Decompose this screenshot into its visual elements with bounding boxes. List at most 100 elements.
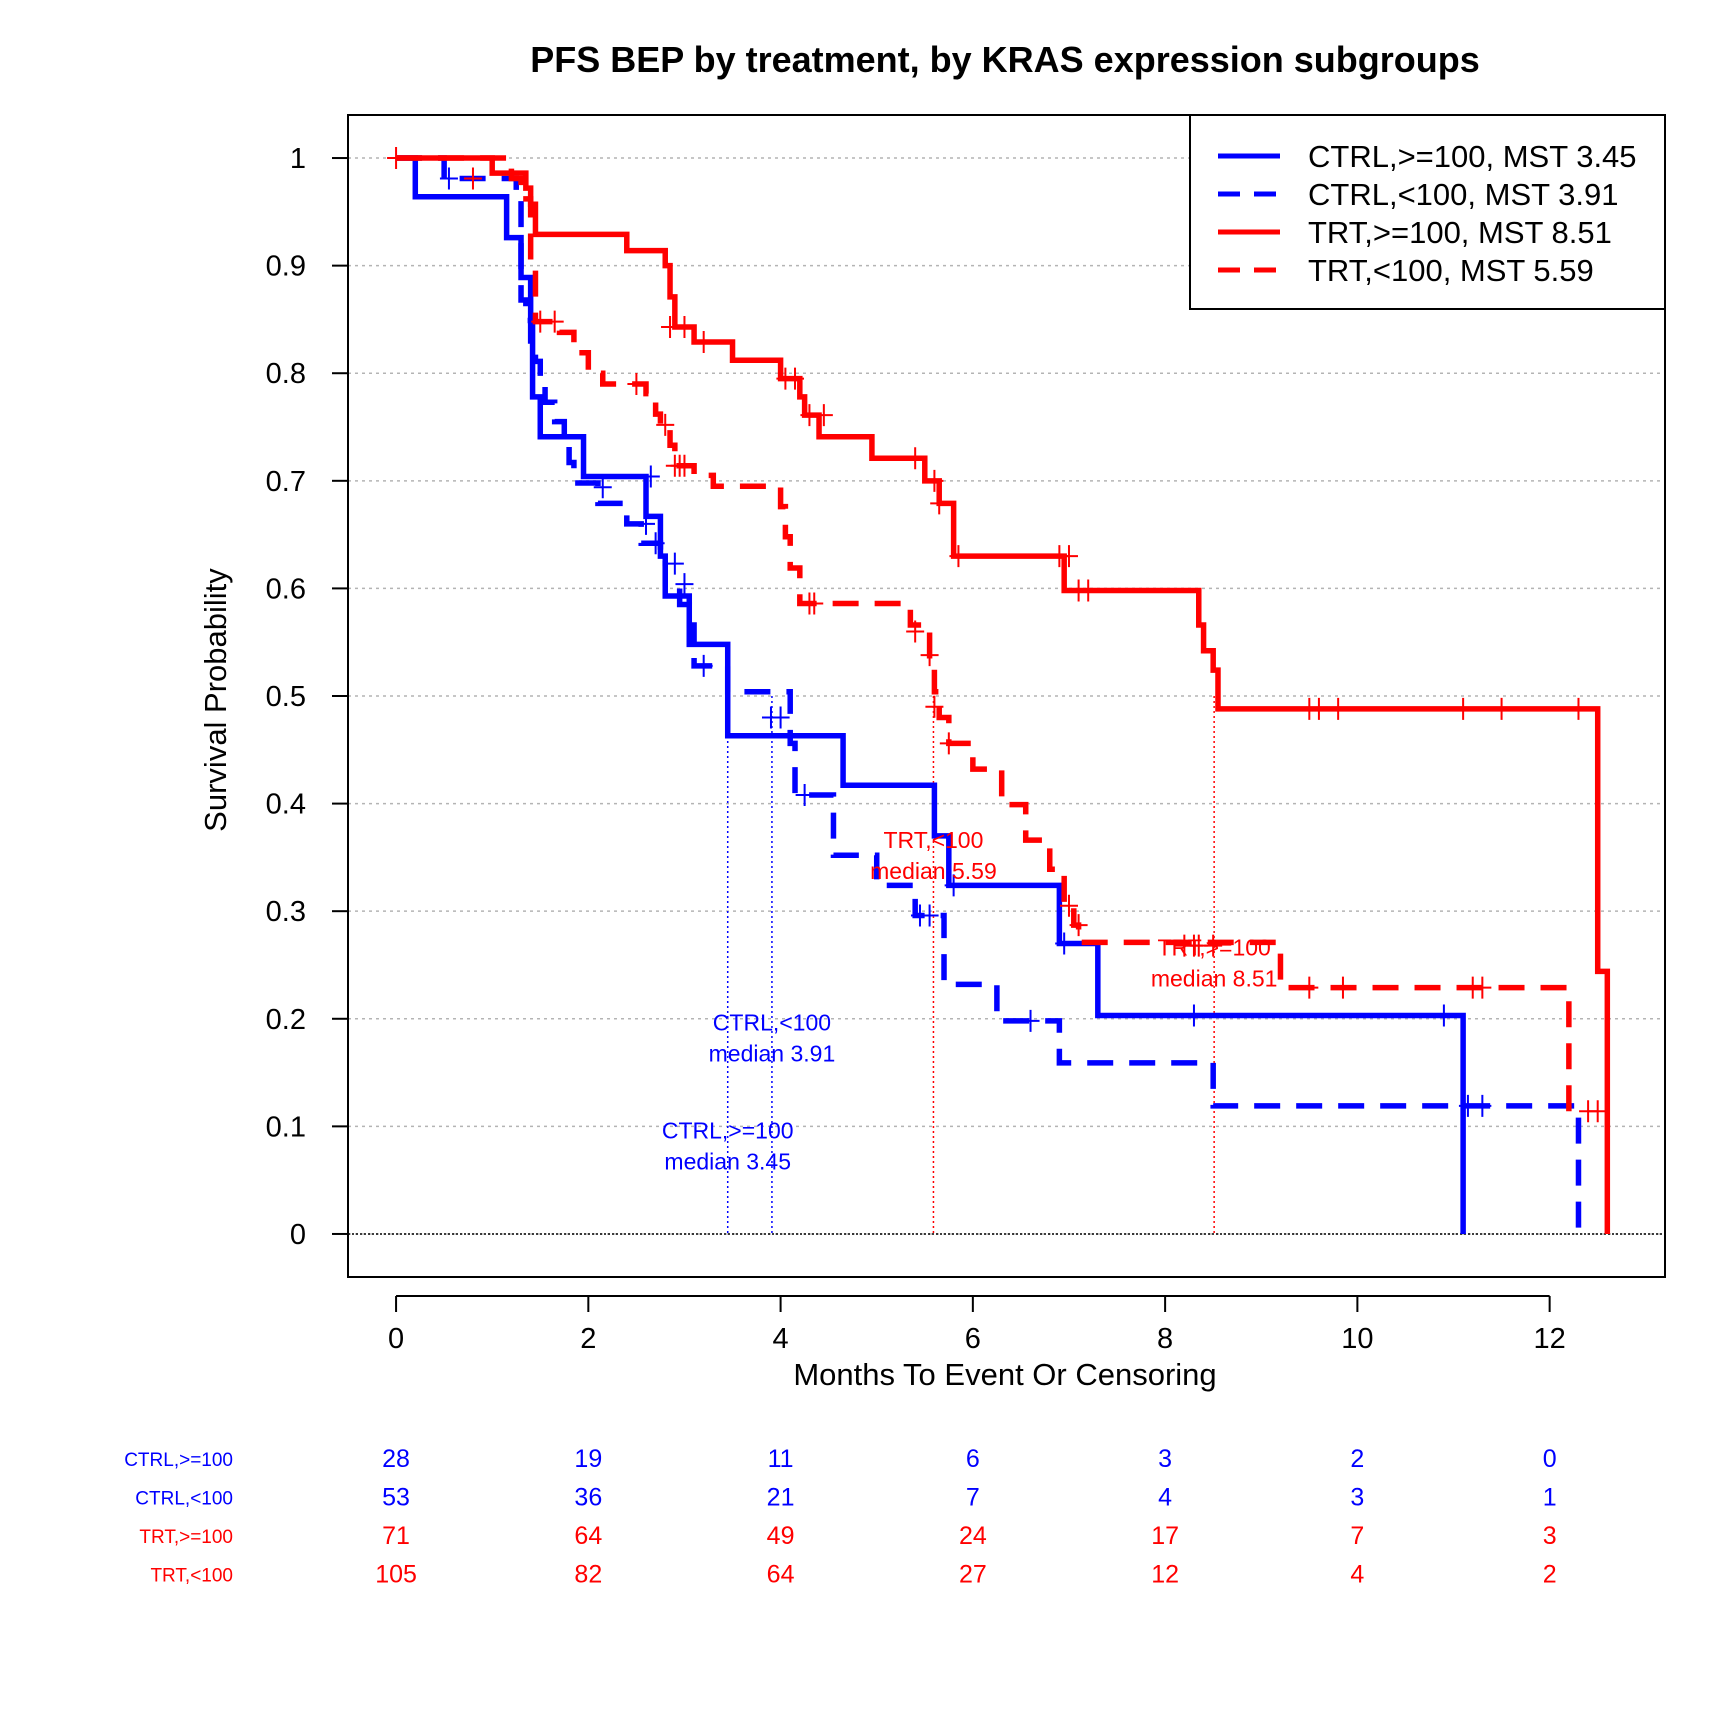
censor-mark — [1184, 1004, 1203, 1027]
censor-mark — [814, 404, 833, 427]
risk-row-label: CTRL,>=100 — [124, 1450, 233, 1471]
x-tick-label: 6 — [965, 1323, 981, 1355]
x-tick-label: 10 — [1341, 1323, 1373, 1355]
censor-mark — [786, 367, 805, 390]
risk-count: 36 — [574, 1484, 602, 1512]
censor-mark — [1473, 1094, 1492, 1117]
censor-mark — [641, 465, 660, 488]
censor-mark — [1069, 914, 1088, 937]
x-tick-label: 0 — [388, 1323, 404, 1355]
censor-mark — [646, 532, 665, 555]
censor-mark — [771, 706, 790, 729]
censor-mark — [1021, 1009, 1040, 1032]
risk-count: 3 — [1158, 1445, 1172, 1473]
risk-count: 64 — [767, 1561, 795, 1589]
censor-mark — [675, 315, 694, 338]
y-tick-label: 0.6 — [266, 573, 306, 605]
risk-count: 105 — [375, 1561, 417, 1589]
y-tick-label: 1 — [290, 143, 306, 175]
risk-count: 1 — [1543, 1484, 1557, 1512]
risk-count: 64 — [574, 1522, 602, 1550]
legend-box — [1189, 114, 1666, 310]
risk-count: 28 — [382, 1445, 410, 1473]
median-label: median 5.59 — [870, 858, 997, 884]
censor-mark — [1059, 894, 1078, 917]
censor-mark — [1569, 697, 1588, 720]
censor-mark — [906, 620, 925, 643]
risk-row-label: TRT,<100 — [150, 1566, 233, 1587]
risk-row-label: CTRL,<100 — [135, 1489, 233, 1510]
censor-mark — [665, 552, 684, 575]
risk-count: 82 — [574, 1561, 602, 1589]
y-tick-label: 0 — [290, 1219, 306, 1251]
y-axis-label: Survival Probability — [198, 568, 233, 832]
risk-count: 53 — [382, 1484, 410, 1512]
censor-mark — [949, 545, 968, 568]
y-tick-label: 0.5 — [266, 681, 306, 713]
median-label: median 8.51 — [1151, 965, 1278, 991]
censor-mark — [795, 783, 814, 806]
risk-count: 3 — [1543, 1522, 1557, 1550]
censor-mark — [694, 331, 713, 354]
risk-count: 7 — [966, 1484, 980, 1512]
censor-mark — [805, 592, 824, 615]
censor-mark — [1055, 932, 1074, 955]
legend-entry: CTRL,<100, MST 3.91 — [1308, 177, 1618, 212]
censor-mark — [637, 512, 656, 535]
median-label: TRT,>=100 — [1157, 934, 1270, 960]
risk-count: 7 — [1350, 1522, 1364, 1550]
x-tick-label: 4 — [773, 1323, 789, 1355]
risk-count: 11 — [768, 1445, 794, 1473]
censor-mark — [1309, 697, 1328, 720]
risk-count: 21 — [767, 1484, 795, 1512]
median-label: median 3.45 — [664, 1148, 791, 1174]
censor-mark — [944, 874, 963, 897]
risk-count: 24 — [959, 1522, 987, 1550]
risk-count: 19 — [574, 1445, 602, 1473]
censor-mark — [1204, 934, 1223, 957]
risk-count: 4 — [1158, 1484, 1172, 1512]
censor-mark — [920, 904, 939, 927]
survival-curve-2 — [396, 155, 1611, 1234]
legend-entry: CTRL,>=100, MST 3.45 — [1308, 139, 1637, 174]
median-label: CTRL,>=100 — [662, 1117, 794, 1143]
censor-mark — [463, 167, 482, 190]
y-tick-label: 0.2 — [266, 1004, 306, 1036]
y-tick-label: 0.4 — [266, 789, 306, 821]
risk-row-label: TRT,>=100 — [139, 1527, 233, 1548]
censor-mark — [1329, 697, 1348, 720]
censor-mark — [593, 476, 612, 499]
chart-title: PFS BEP by treatment, by KRAS expression… — [530, 39, 1480, 80]
risk-count: 71 — [382, 1522, 410, 1550]
y-tick-label: 0.1 — [266, 1111, 306, 1143]
risk-count: 0 — [1543, 1445, 1557, 1473]
censor-mark — [545, 310, 564, 333]
censor-mark — [1300, 976, 1319, 999]
y-tick-label: 0.7 — [266, 466, 306, 498]
censor-mark — [925, 469, 944, 492]
y-tick-label: 0.3 — [266, 896, 306, 928]
median-label: median 3.91 — [709, 1041, 836, 1067]
risk-count: 3 — [1350, 1484, 1364, 1512]
median-label: TRT,<100 — [883, 827, 983, 853]
censor-mark — [627, 372, 646, 395]
survival-curve-3 — [396, 155, 1572, 1112]
y-tick-label: 0.8 — [266, 358, 306, 390]
censor-mark — [920, 644, 939, 667]
x-tick-label: 2 — [580, 1323, 596, 1355]
censor-mark — [1079, 579, 1098, 602]
risk-count: 2 — [1350, 1445, 1364, 1473]
legend-entry: TRT,<100, MST 5.59 — [1308, 253, 1594, 288]
y-tick-label: 0.9 — [266, 251, 306, 283]
risk-count: 49 — [767, 1522, 795, 1550]
censor-mark — [1059, 545, 1078, 568]
median-label: CTRL,<100 — [713, 1010, 831, 1036]
censor-mark — [925, 695, 944, 718]
risk-count: 6 — [966, 1445, 980, 1473]
risk-count: 12 — [1151, 1561, 1179, 1589]
censor-mark — [694, 654, 713, 677]
risk-count: 27 — [959, 1561, 987, 1589]
risk-count: 2 — [1543, 1561, 1557, 1589]
